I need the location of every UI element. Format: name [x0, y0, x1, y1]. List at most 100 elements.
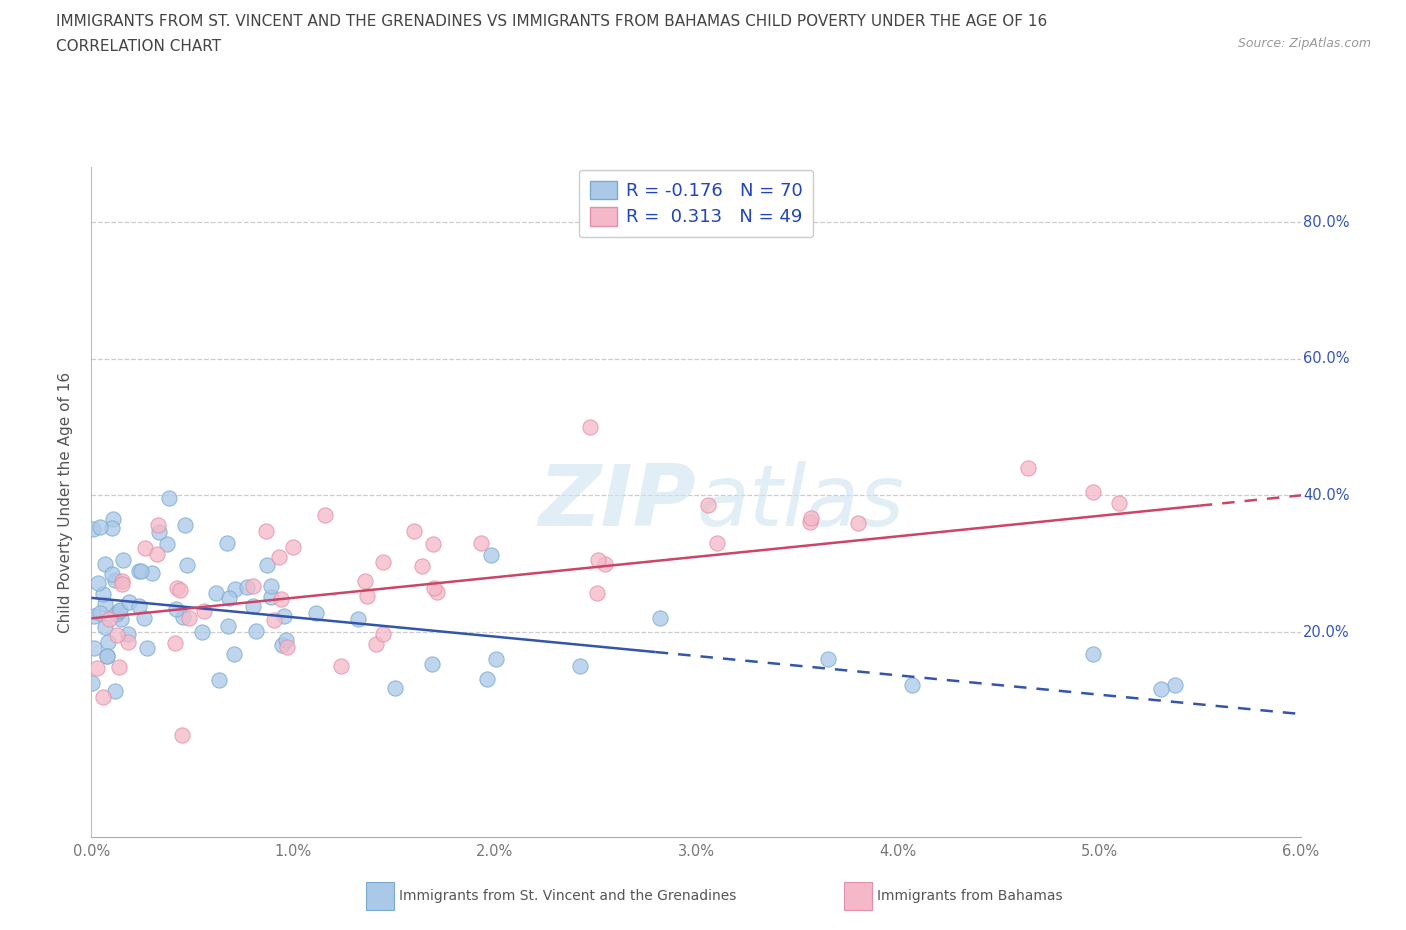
Point: [179, 610, 201, 625]
Point: [128, 599, 150, 614]
Point: [104, 573, 127, 588]
Point: [191, 624, 214, 639]
Point: [347, 611, 370, 626]
Point: [222, 646, 245, 661]
Point: [568, 658, 591, 673]
Point: [103, 512, 125, 526]
Point: [242, 598, 264, 613]
Point: [141, 565, 163, 580]
Text: CORRELATION CHART: CORRELATION CHART: [56, 39, 221, 54]
Text: Immigrants from Bahamas: Immigrants from Bahamas: [877, 888, 1063, 903]
Point: [650, 611, 672, 626]
Point: [422, 537, 444, 551]
Point: [254, 524, 277, 538]
Text: Source: ZipAtlas.com: Source: ZipAtlas.com: [1237, 37, 1371, 50]
Point: [176, 557, 198, 572]
Point: [224, 582, 246, 597]
Point: [799, 514, 821, 529]
Point: [208, 672, 231, 687]
Point: [479, 548, 502, 563]
Point: [420, 656, 443, 671]
Point: [260, 590, 283, 604]
Point: [104, 684, 127, 698]
Point: [218, 591, 240, 605]
Point: [245, 623, 267, 638]
Point: [235, 579, 257, 594]
Point: [91, 587, 114, 602]
Point: [89, 519, 111, 534]
Point: [271, 637, 294, 652]
Point: [134, 610, 156, 625]
Point: [148, 518, 170, 533]
Point: [588, 552, 610, 567]
Point: [169, 582, 191, 597]
Point: [87, 575, 110, 590]
Point: [402, 524, 425, 538]
Legend: R = -0.176   N = 70, R =  0.313   N = 49: R = -0.176 N = 70, R = 0.313 N = 49: [579, 170, 813, 237]
Point: [706, 535, 728, 550]
Point: [579, 419, 602, 434]
Point: [411, 558, 433, 573]
Point: [1108, 495, 1130, 510]
Point: [98, 611, 121, 626]
Point: [371, 626, 394, 641]
Point: [242, 578, 264, 593]
Point: [305, 605, 328, 620]
Point: [276, 640, 298, 655]
Text: Immigrants from St. Vincent and the Grenadines: Immigrants from St. Vincent and the Gren…: [399, 888, 737, 903]
Point: [371, 555, 394, 570]
Text: ZIP: ZIP: [538, 460, 696, 544]
Point: [111, 574, 134, 589]
Point: [82, 675, 104, 690]
Point: [117, 627, 139, 642]
Point: [384, 680, 406, 695]
Point: [846, 516, 869, 531]
Point: [101, 566, 124, 581]
Point: [96, 648, 118, 663]
Point: [485, 652, 508, 667]
Point: [1081, 646, 1104, 661]
Point: [86, 660, 108, 675]
Text: 60.0%: 60.0%: [1303, 352, 1350, 366]
Point: [356, 589, 378, 604]
Text: IMMIGRANTS FROM ST. VINCENT AND THE GRENADINES VS IMMIGRANTS FROM BAHAMAS CHILD : IMMIGRANTS FROM ST. VINCENT AND THE GREN…: [56, 14, 1047, 29]
Point: [105, 628, 128, 643]
Point: [800, 511, 823, 525]
Point: [108, 604, 131, 618]
Point: [146, 547, 169, 562]
Point: [129, 563, 152, 578]
Point: [217, 618, 239, 633]
Point: [83, 608, 105, 623]
Point: [157, 490, 180, 505]
Point: [108, 659, 131, 674]
Point: [470, 536, 492, 551]
Point: [108, 603, 131, 618]
Point: [1081, 485, 1104, 499]
Point: [96, 649, 118, 664]
Point: [172, 609, 194, 624]
Text: 40.0%: 40.0%: [1303, 488, 1350, 503]
Text: 20.0%: 20.0%: [1303, 625, 1350, 640]
Point: [205, 585, 228, 600]
Point: [1164, 677, 1187, 692]
Point: [166, 580, 188, 595]
Point: [364, 636, 387, 651]
Point: [94, 620, 117, 635]
Point: [111, 577, 134, 591]
Point: [112, 552, 135, 567]
Text: atlas: atlas: [696, 460, 904, 544]
Point: [165, 635, 187, 650]
Point: [425, 585, 447, 600]
Point: [593, 556, 616, 571]
Point: [585, 586, 607, 601]
Point: [263, 613, 285, 628]
Point: [267, 550, 290, 565]
Point: [83, 641, 105, 656]
Point: [148, 525, 170, 539]
Point: [135, 640, 157, 655]
Point: [110, 612, 132, 627]
Point: [256, 558, 278, 573]
Point: [329, 658, 352, 673]
Point: [117, 634, 139, 649]
Point: [91, 690, 114, 705]
